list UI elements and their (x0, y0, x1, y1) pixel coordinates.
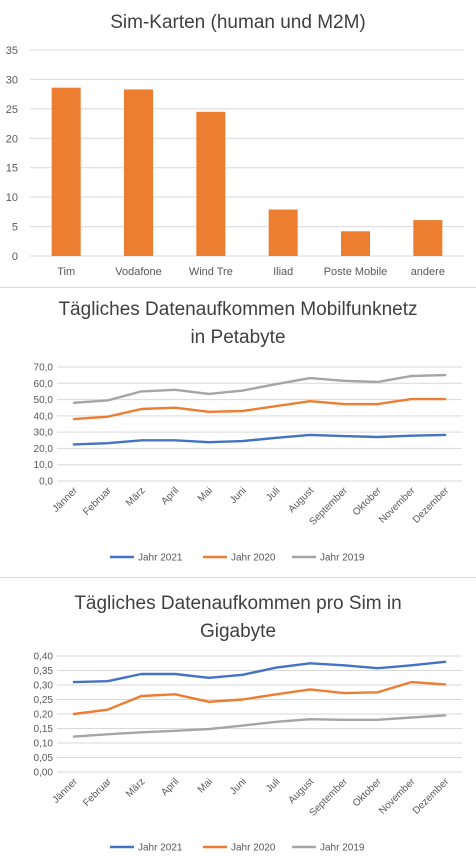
series-line (72, 397, 447, 421)
chart-title-line1: Tägliches Datenaufkommen pro Sim in (74, 593, 402, 614)
series-line (72, 714, 447, 738)
line-chart-gigabyte-panel: Tägliches Datenaufkommen pro Sim in Giga… (0, 579, 476, 863)
x-tick-label: Juni (228, 485, 249, 506)
x-tick-label: August (286, 776, 316, 806)
line-chart-petabyte-panel: Tägliches Datenaufkommen Mobilfunknetz i… (0, 289, 476, 575)
y-tick-label: 70,0 (34, 363, 54, 374)
chart-title: Sim-Karten (human und M2M) (110, 12, 366, 33)
y-tick-label: 0 (12, 251, 18, 263)
y-tick-label: 60,0 (34, 379, 54, 390)
x-tick-label: April (159, 485, 181, 507)
bar-chart: 0 5 10 15 20 25 30 35 Tim Vodafone Wind Tre Iliad Po… (6, 45, 464, 278)
y-tick-label: 0,30 (34, 681, 54, 692)
y-tick-label: 0,35 (34, 666, 54, 677)
legend-label: Jahr 2021 (138, 553, 183, 564)
x-tick-label: Iliad (273, 266, 293, 278)
series-line (72, 660, 447, 684)
bar (196, 111, 226, 256)
bar-chart-panel: Sim-Karten (human und M2M) 0 5 10 15 20 25 30 3… (0, 0, 476, 286)
y-tick-label: 20 (6, 133, 18, 145)
y-tick-label: 0,10 (34, 739, 54, 750)
series-line (72, 680, 447, 716)
x-tick-label: März (124, 485, 148, 509)
x-tick-label: Oktober (351, 485, 384, 518)
y-tick-label: 35 (6, 45, 18, 57)
y-tick-label: 0,15 (34, 724, 54, 735)
y-tick-label: 5 (12, 222, 18, 234)
x-tick-label: Vodafone (115, 266, 162, 278)
x-tick-label: Juni (228, 776, 249, 797)
bar (268, 209, 298, 256)
y-tick-label: 0,25 (34, 695, 54, 706)
y-tick-label: 30,0 (34, 428, 54, 439)
x-tick-label: Wind Tre (189, 266, 233, 278)
x-tick-label: Poste Mobile (324, 266, 388, 278)
bar (413, 220, 443, 256)
legend-label: Jahr 2020 (231, 843, 276, 854)
x-tick-label: Dezember (411, 776, 452, 817)
y-tick-label: 0,40 (34, 652, 54, 663)
bar (341, 231, 370, 256)
chart-title-line1: Tägliches Datenaufkommen Mobilfunknetz (58, 299, 418, 320)
y-tick-label: 0,00 (34, 768, 54, 779)
x-tick-label: März (124, 776, 148, 800)
x-tick-label: Mai (196, 485, 215, 504)
x-tick-label: Dezember (411, 485, 452, 526)
y-tick-label: 0,20 (34, 710, 54, 721)
chart-separator (0, 577, 476, 578)
chart-separator (0, 287, 476, 288)
x-tick-label: Februar (81, 776, 114, 809)
line-chart-petabyte: 0,0 10,0 20,0 30,0 40,0 50,0 60,0 70,0 Jänner Feb… (34, 363, 462, 564)
y-tick-label: 25 (6, 104, 18, 116)
y-tick-label: 10,0 (34, 460, 54, 471)
x-tick-label: Juli (264, 485, 282, 503)
y-tick-label: 0,0 (39, 477, 53, 488)
x-tick-label: Mai (196, 776, 215, 795)
y-tick-label: 30 (6, 74, 18, 86)
bar (124, 89, 153, 256)
line-chart-gigabyte: 0,00 0,05 0,10 0,15 0,20 0,25 0,30 0,35 0,40 Jänn… (34, 652, 462, 854)
legend-label: Jahr 2019 (320, 843, 365, 854)
x-tick-label: Jänner (51, 485, 81, 515)
chart-title-line2: in Petabyte (190, 327, 286, 348)
y-tick-label: 15 (6, 163, 18, 175)
chart-title-line2: Gigabyte (199, 621, 277, 642)
x-tick-label: August (286, 485, 316, 515)
y-tick-label: 0,05 (34, 753, 54, 764)
y-tick-label: 10 (6, 192, 18, 204)
series-line (72, 373, 447, 405)
y-tick-label: 40,0 (34, 411, 54, 422)
x-tick-label: Tim (57, 266, 75, 278)
bar (51, 87, 81, 256)
x-tick-label: Oktober (351, 776, 384, 809)
legend-label: Jahr 2021 (138, 843, 183, 854)
x-tick-label: andere (411, 266, 445, 278)
x-tick-label: Juli (264, 776, 282, 794)
x-tick-label: Jänner (51, 776, 81, 806)
legend-label: Jahr 2019 (320, 553, 365, 564)
y-tick-label: 50,0 (34, 395, 54, 406)
legend-label: Jahr 2020 (231, 553, 276, 564)
x-tick-label: Februar (81, 485, 114, 518)
y-tick-label: 20,0 (34, 444, 54, 455)
x-tick-label: April (159, 776, 181, 798)
series-line (72, 433, 447, 446)
